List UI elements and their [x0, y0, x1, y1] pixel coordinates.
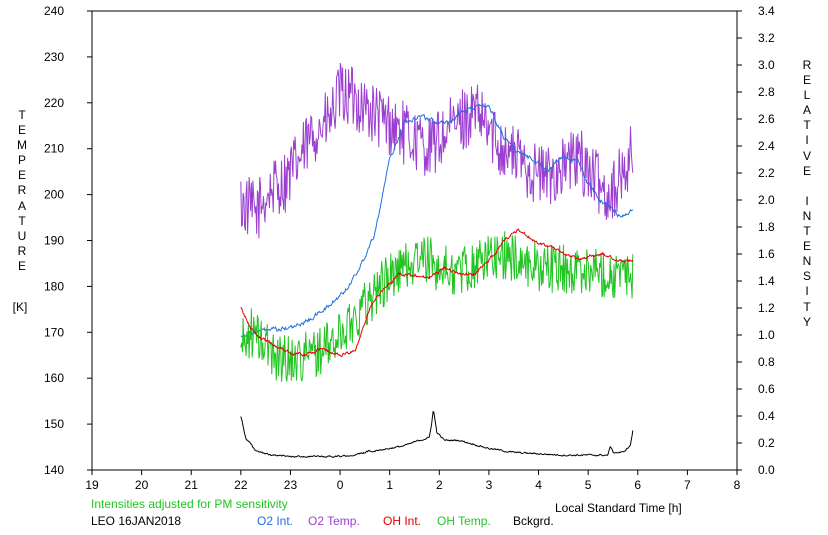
station-date: LEO 16JAN2018 [91, 514, 182, 528]
y-left-tick-label: 210 [44, 142, 64, 156]
y-left-axis-label-letter: R [17, 183, 27, 198]
y-right-axis-label-letter: E [802, 239, 811, 254]
y-right-tick-label: 3.2 [758, 31, 775, 45]
x-tick-label: 4 [535, 478, 542, 492]
x-tick-label: 23 [284, 478, 298, 492]
y-left-tick-label: 160 [44, 371, 64, 385]
x-axis-label: Local Standard Time [h] [555, 501, 682, 515]
y-left-axis-label-letter: R [17, 243, 27, 258]
y-right-tick-label: 1.2 [758, 301, 775, 315]
y-right-axis-label-letter: E [802, 163, 811, 178]
x-tick-label: 8 [734, 478, 741, 492]
y-right-axis-label-letter: T [803, 224, 811, 239]
y-left-tick-label: 220 [44, 96, 64, 110]
y-right-tick-label: 2.4 [758, 139, 775, 153]
y-left-tick-label: 240 [44, 4, 64, 18]
y-right-axis-label-letter: N [802, 208, 812, 223]
legend-item-oh-int: OH Int. [383, 514, 422, 528]
y-right-axis: 0.0 0.2 0.4 0.6 0.8 1.0 1.2 1.4 1.6 1.8 2.0 2.2 2.4 2… [737, 4, 775, 477]
series-layer [240, 62, 634, 458]
y-left-tick-label: 150 [44, 417, 64, 431]
y-right-tick-label: 0.0 [758, 463, 775, 477]
y-left-tick-label: 170 [44, 325, 64, 339]
legend-item-o2-temp: O2 Temp. [308, 514, 360, 528]
y-right-axis-label-gap [797, 179, 817, 194]
x-tick-label: 5 [585, 478, 592, 492]
y-right-axis-label-letter: E [802, 73, 811, 88]
plot-border [91, 10, 738, 471]
y-right-tick-label: 0.6 [758, 382, 775, 396]
y-right-tick-label: 1.0 [758, 328, 775, 342]
legend-item-bckgrd: Bckgrd. [513, 514, 554, 528]
legend-item-oh-temp: OH Temp. [437, 514, 491, 528]
x-tick-label: 22 [234, 478, 248, 492]
y-right-tick-label: 0.2 [758, 436, 775, 450]
y-left-tick-label: 140 [44, 463, 64, 477]
y-right-tick-label: 2.6 [758, 112, 775, 126]
x-tick-label: 1 [386, 478, 393, 492]
y-right-tick-label: 1.4 [758, 274, 775, 288]
y-left-axis-label-letter: E [17, 258, 26, 273]
y-right-axis-label-letter: T [803, 118, 811, 133]
x-tick-label: 20 [135, 478, 149, 492]
y-right-axis-label-letter: T [803, 299, 811, 314]
y-left-axis-label-letter: E [17, 168, 26, 183]
y-right-axis-label-letter: S [802, 269, 811, 284]
y-left-tick-label: 230 [44, 50, 64, 64]
legend-item-o2-int: O2 Int. [257, 514, 294, 528]
x-tick-label: 3 [486, 478, 493, 492]
y-right-tick-label: 0.8 [758, 355, 775, 369]
y-left-axis-label-letter: P [17, 153, 26, 168]
y-right-axis-label-letter: I [805, 133, 809, 148]
y-right-axis-label-letter: V [802, 148, 811, 163]
y-right-axis-label-letter: R [802, 58, 812, 72]
y-right-axis-label-letter: I [805, 284, 809, 299]
y-right-tick-label: 1.8 [758, 220, 775, 234]
y-right-axis-label-letter: Y [802, 314, 811, 329]
y-right-tick-label: 2.0 [758, 193, 775, 207]
y-left-axis-label-letter: U [17, 228, 27, 243]
x-tick-label: 6 [634, 478, 641, 492]
y-left-axis-unit: [K] [12, 300, 28, 314]
y-right-tick-label: 2.2 [758, 166, 775, 180]
x-axis: 19 20 21 22 23 0 1 2 3 4 5 6 7 8 [85, 470, 741, 492]
y-left-tick-label: 180 [44, 279, 64, 293]
y-left-axis-label-letter: E [17, 123, 26, 138]
y-left-axis-label-letter: T [18, 213, 26, 228]
y-left-axis-label-letter: M [17, 138, 27, 153]
x-tick-label: 2 [436, 478, 443, 492]
y-right-axis-label-letter: I [805, 193, 809, 208]
y-left-axis: 140 150 160 170 180 190 200 210 220 230 240 [44, 4, 92, 477]
y-right-axis-label-letter: N [802, 254, 812, 269]
y-right-tick-label: 1.6 [758, 247, 775, 261]
y-right-tick-label: 3.0 [758, 58, 775, 72]
x-tick-label: 19 [85, 478, 99, 492]
y-left-tick-label: 200 [44, 188, 64, 202]
y-left-axis-label-letter: A [17, 198, 26, 213]
y-right-axis-label-letter: L [803, 88, 811, 103]
y-left-tick-label: 190 [44, 234, 64, 248]
series-bckgrd-line [240, 410, 634, 458]
series-oh-temp-line [240, 231, 634, 382]
y-right-tick-label: 2.8 [758, 85, 775, 99]
y-left-axis-label-letter: T [18, 108, 26, 122]
series-oh-int-line [240, 228, 634, 357]
plot-frame [91, 10, 738, 471]
x-tick-label: 7 [684, 478, 691, 492]
y-right-tick-label: 3.4 [758, 4, 775, 18]
y-right-axis-label-letter: A [802, 103, 811, 118]
x-tick-label: 21 [185, 478, 199, 492]
x-tick-label: 0 [337, 478, 344, 492]
series-o2-temp-line [240, 62, 634, 239]
series-o2-int-line [240, 103, 634, 338]
adjustment-note: Intensities adjusted for PM sensitivity [91, 497, 288, 511]
y-right-tick-label: 0.4 [758, 409, 775, 423]
